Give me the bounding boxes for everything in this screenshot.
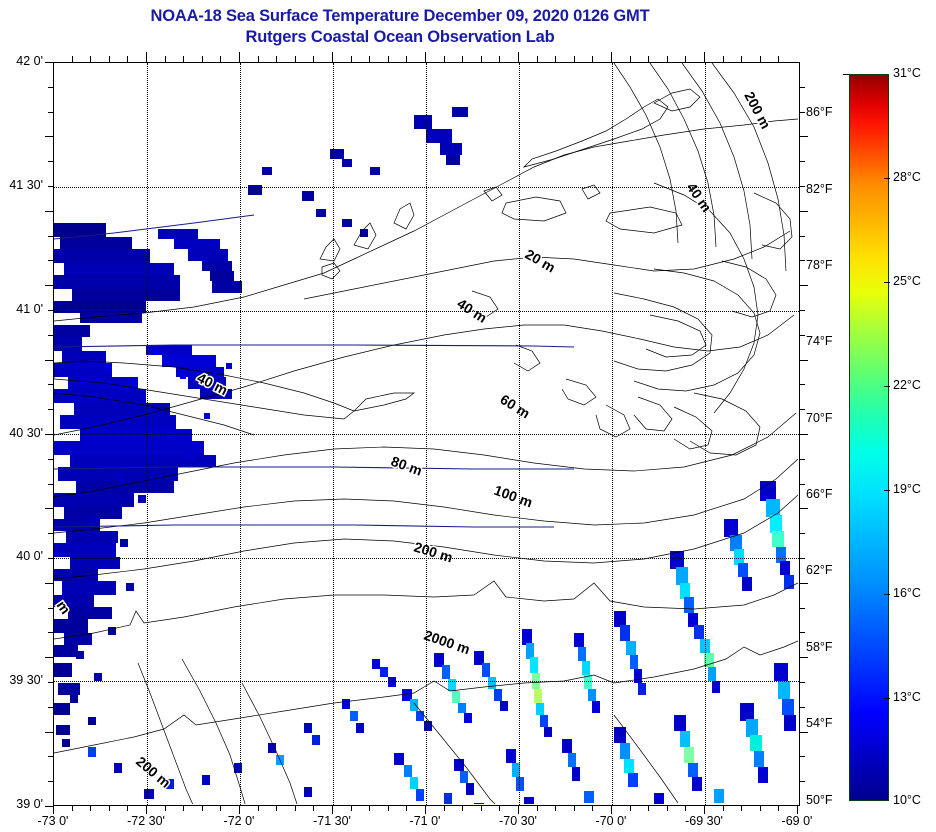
- sst-pixel-field-sounds: [248, 107, 468, 237]
- map-canvas: 200 m 40 m 20 m 40 m 40 m 60 m 80 m 100 …: [54, 63, 799, 805]
- svg-text:40 m: 40 m: [684, 180, 715, 215]
- y-tick-label: 39 30': [9, 673, 43, 687]
- chart-title: NOAA-18 Sea Surface Temperature December…: [0, 6, 800, 48]
- x-tick-label: -71 0': [409, 814, 441, 828]
- colorbar-f-label: 62°F: [806, 563, 833, 577]
- x-tick-label: -69 30': [685, 814, 723, 828]
- svg-text:60 m: 60 m: [497, 391, 533, 421]
- colorbar-c-label: 31°C: [893, 66, 921, 80]
- colorbar-f-label: 74°F: [806, 334, 833, 348]
- colorbar-c-label: 28°C: [893, 170, 921, 184]
- colorbar-f-label: 66°F: [806, 487, 833, 501]
- svg-text:80 m: 80 m: [389, 453, 424, 479]
- map-plot-area[interactable]: 200 m 40 m 20 m 40 m 40 m 60 m 80 m 100 …: [53, 62, 800, 806]
- coastline-layer: [54, 88, 798, 436]
- svg-text:200 m: 200 m: [133, 753, 174, 791]
- colorbar-f-label: 50°F: [806, 793, 833, 807]
- x-tick-label: -73 0': [37, 814, 69, 828]
- x-tick-label: -70 30': [499, 814, 537, 828]
- x-tick-label: -70 0': [595, 814, 627, 828]
- x-tick-label: -71 30': [313, 814, 351, 828]
- y-tick-label: 42 0': [16, 54, 43, 68]
- colorbar-f-label: 82°F: [806, 182, 833, 196]
- isobath-layer: [54, 63, 798, 804]
- svg-text:200 m: 200 m: [412, 539, 455, 566]
- y-tick-label: 40 0': [16, 549, 43, 563]
- svg-text:100 m: 100 m: [492, 482, 535, 511]
- colorbar-c-label: 16°C: [893, 586, 921, 600]
- svg-text:40 m: 40 m: [454, 295, 489, 326]
- title-line-1: NOAA-18 Sea Surface Temperature December…: [150, 7, 650, 25]
- sst-pixel-field-west: [54, 223, 242, 747]
- colorbar-f-label: 70°F: [806, 411, 833, 425]
- colorbar-c-label: 22°C: [893, 378, 921, 392]
- x-tick-label: -72 30': [127, 814, 165, 828]
- y-tick-label: 41 30': [9, 178, 43, 192]
- colorbar-c-label: 13°C: [893, 690, 921, 704]
- x-tick-label: -69 0': [781, 814, 813, 828]
- track-line-layer: [54, 214, 575, 528]
- y-tick-label: 41 0': [16, 302, 43, 316]
- sst-raster-and-coastline-layer: 200 m 40 m 20 m 40 m 40 m 60 m 80 m 100 …: [54, 63, 798, 804]
- colorbar-f-label: 78°F: [806, 258, 833, 272]
- colorbar-c-label: 10°C: [893, 793, 921, 807]
- colorbar-c-label: 19°C: [893, 482, 921, 496]
- y-tick-label: 40 30': [9, 426, 43, 440]
- svg-text:20 m: 20 m: [523, 246, 559, 276]
- colorbar-f-label: 86°F: [806, 105, 833, 119]
- colorbar-f-label: 54°F: [806, 716, 833, 730]
- colorbar[interactable]: [849, 74, 889, 801]
- svg-text:2000 m: 2000 m: [422, 627, 472, 658]
- colorbar-f-label: 58°F: [806, 640, 833, 654]
- colorbar-c-label: 25°C: [893, 274, 921, 288]
- y-tick-label: 39 0': [16, 797, 43, 811]
- svg-text:200 m: 200 m: [741, 89, 774, 132]
- x-tick-label: -72 0': [223, 814, 255, 828]
- title-line-2: Rutgers Coastal Ocean Observation Lab: [245, 28, 555, 46]
